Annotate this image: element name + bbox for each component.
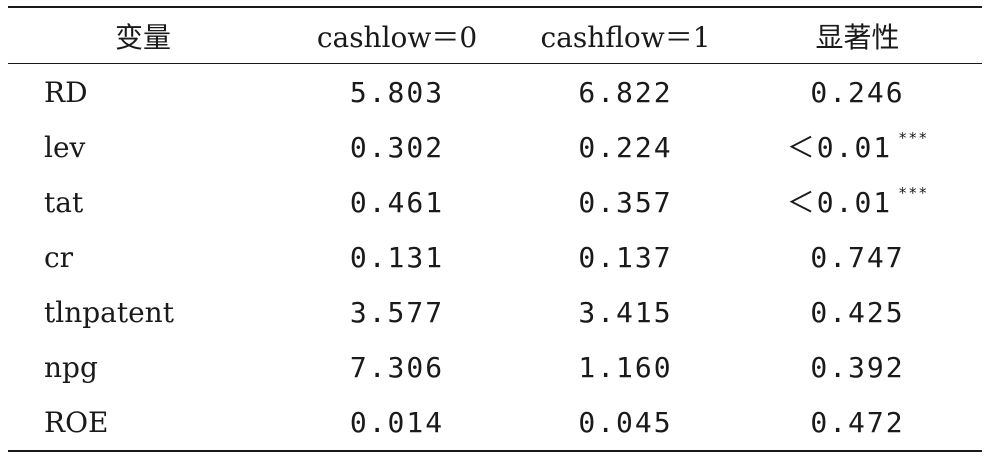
p-value: ＜0.01 <box>786 131 893 164</box>
header-significance: 显著性 <box>815 21 900 54</box>
significance-stars: *** <box>898 184 929 202</box>
bottom-rule <box>8 450 982 452</box>
header-cashflow-1: cashflow＝1 <box>540 21 711 54</box>
variable-name: lev <box>44 131 86 164</box>
value-cashflow-0: 0.014 <box>349 406 445 439</box>
header-rule <box>8 63 982 64</box>
value-cashflow-0: 0.461 <box>349 186 445 219</box>
value-cashflow-1: 0.224 <box>578 131 673 164</box>
table-row: cr 0.131 0.137 0.747 <box>8 231 982 285</box>
value-cashflow-1: 6.822 <box>578 76 673 109</box>
significance-stars: *** <box>898 129 929 147</box>
p-value: 0.392 <box>810 351 905 384</box>
variable-name: cr <box>44 241 74 274</box>
variable-name: RD <box>44 76 88 109</box>
significance-value: 0.472 <box>756 396 959 450</box>
value-cashflow-0: 0.302 <box>349 131 445 164</box>
table-row: npg 7.306 1.160 0.392 <box>8 341 982 395</box>
p-value: 0.246 <box>810 76 905 109</box>
variable-name: tat <box>44 186 84 219</box>
significance-value: 0.392 <box>756 341 959 395</box>
significance-value: 0.425 <box>756 286 959 340</box>
significance-value: ＜0.01 *** <box>756 121 959 175</box>
value-cashflow-1: 0.357 <box>578 186 673 219</box>
top-rule <box>8 6 982 8</box>
p-value: 0.425 <box>810 296 905 329</box>
table-row: tlnpatent 3.577 3.415 0.425 <box>8 286 982 340</box>
value-cashflow-1: 0.137 <box>578 241 673 274</box>
significance-value: ＜0.01 *** <box>756 176 959 230</box>
p-value: 0.472 <box>810 406 905 439</box>
variable-name: tlnpatent <box>44 296 174 329</box>
significance-value: 0.747 <box>756 231 959 285</box>
header-variable: 变量 <box>115 21 172 54</box>
variable-name: npg <box>44 351 98 384</box>
table-row: lev 0.302 0.224 ＜0.01 *** <box>8 121 982 175</box>
table-row: RD 5.803 6.822 0.246 <box>8 66 982 120</box>
header-row: 变量 cashlow＝0 cashflow＝1 显著性 <box>8 11 982 65</box>
significance-value: 0.246 <box>756 66 959 120</box>
value-cashflow-0: 3.577 <box>349 296 445 329</box>
value-cashflow-0: 0.131 <box>349 241 445 274</box>
table-row: tat 0.461 0.357 ＜0.01 *** <box>8 176 982 230</box>
p-value: 0.747 <box>810 241 905 274</box>
table-row: ROE 0.014 0.045 0.472 <box>8 396 982 450</box>
value-cashflow-1: 3.415 <box>578 296 673 329</box>
value-cashflow-0: 7.306 <box>349 351 445 384</box>
value-cashflow-1: 0.045 <box>578 406 673 439</box>
variable-name: ROE <box>44 406 109 439</box>
p-value: ＜0.01 <box>786 186 893 219</box>
value-cashflow-0: 5.803 <box>349 76 445 109</box>
value-cashflow-1: 1.160 <box>578 351 673 384</box>
header-cashflow-0: cashlow＝0 <box>316 21 478 54</box>
